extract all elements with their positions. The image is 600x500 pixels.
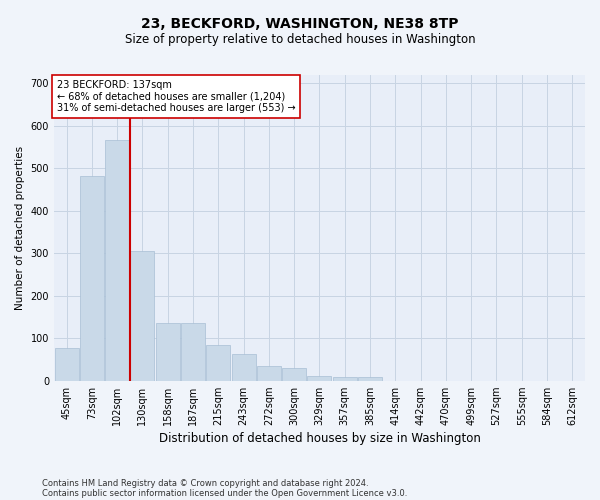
Text: Contains public sector information licensed under the Open Government Licence v3: Contains public sector information licen… — [42, 488, 407, 498]
Text: 23, BECKFORD, WASHINGTON, NE38 8TP: 23, BECKFORD, WASHINGTON, NE38 8TP — [141, 18, 459, 32]
Bar — [130, 251, 154, 380]
Text: 23 BECKFORD: 137sqm
← 68% of detached houses are smaller (1,204)
31% of semi-det: 23 BECKFORD: 137sqm ← 68% of detached ho… — [56, 80, 295, 113]
Bar — [333, 378, 357, 380]
Bar — [55, 348, 79, 380]
Bar — [257, 366, 281, 380]
Bar — [307, 376, 331, 380]
Text: Size of property relative to detached houses in Washington: Size of property relative to detached ho… — [125, 32, 475, 46]
Bar — [232, 354, 256, 380]
Bar — [358, 378, 382, 380]
Bar — [206, 344, 230, 380]
Bar — [105, 140, 129, 380]
Text: Contains HM Land Registry data © Crown copyright and database right 2024.: Contains HM Land Registry data © Crown c… — [42, 478, 368, 488]
Y-axis label: Number of detached properties: Number of detached properties — [15, 146, 25, 310]
X-axis label: Distribution of detached houses by size in Washington: Distribution of detached houses by size … — [158, 432, 481, 445]
Bar — [282, 368, 306, 380]
Bar — [181, 324, 205, 380]
Bar — [80, 176, 104, 380]
Bar — [156, 324, 180, 380]
